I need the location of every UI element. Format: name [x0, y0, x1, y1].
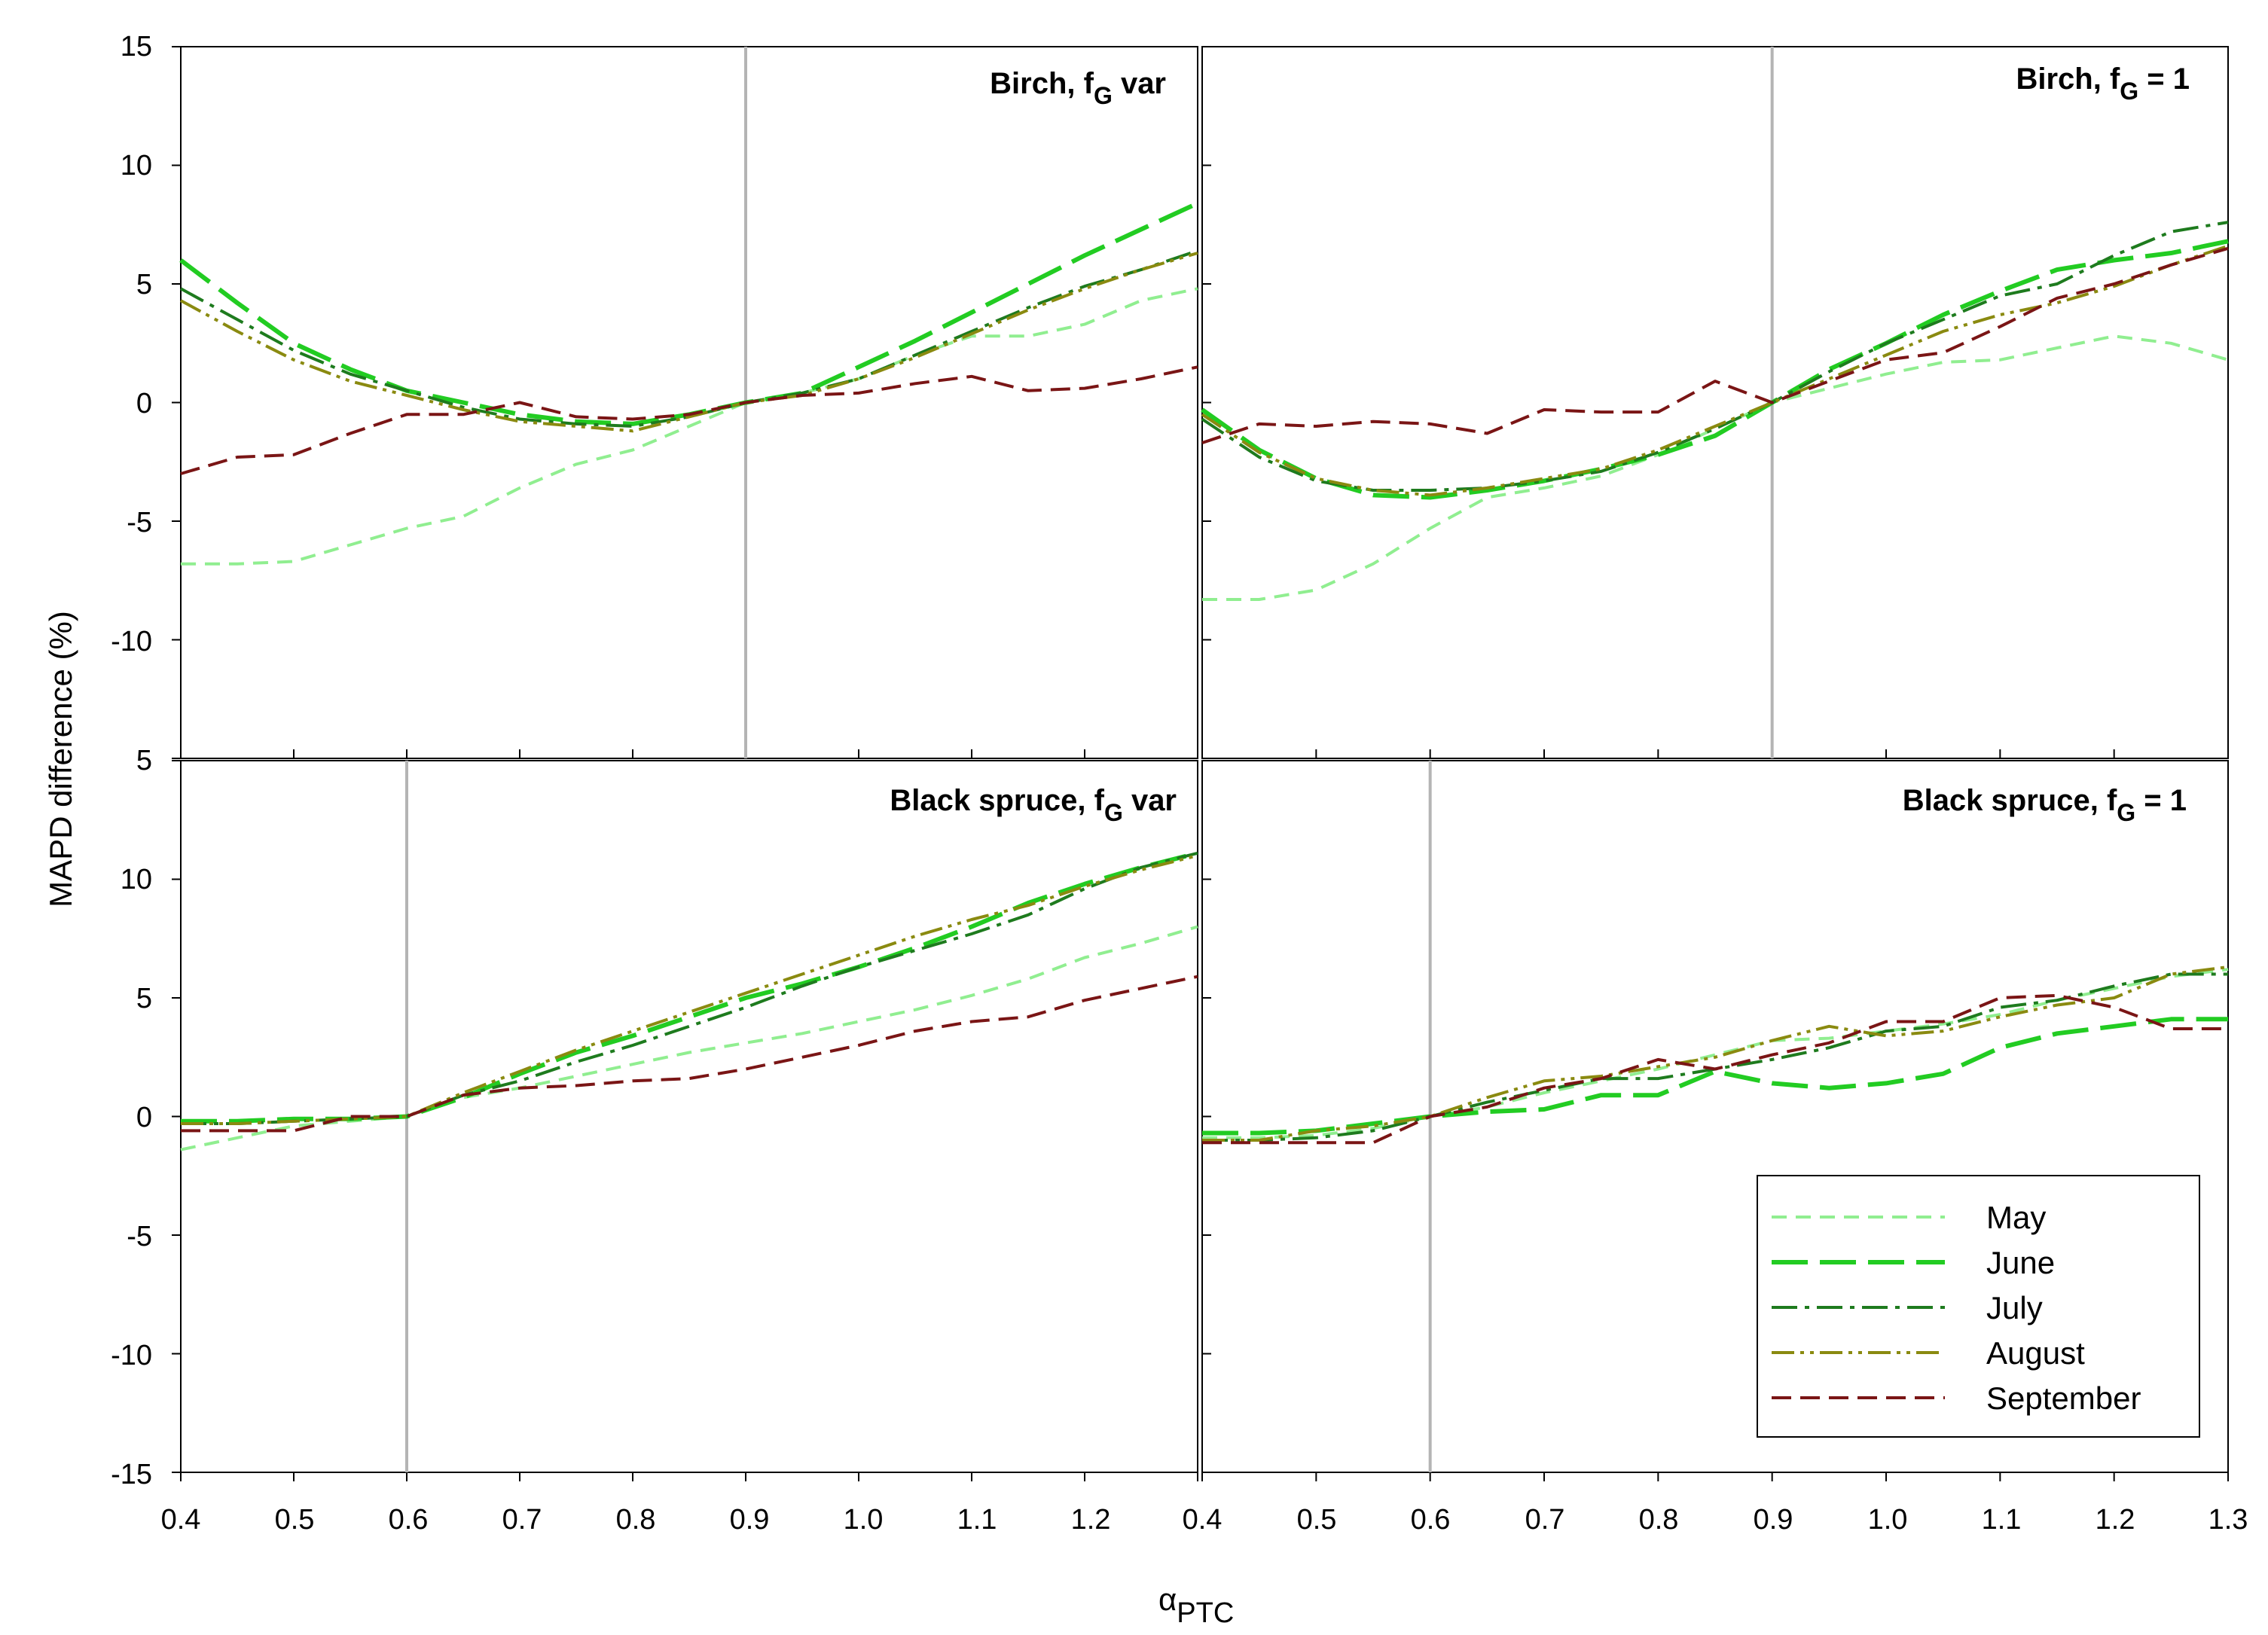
y-tick-label-bottom-5: 5 [136, 983, 152, 1014]
x-tick-label-right-0.5: 0.5 [1297, 1504, 1337, 1536]
x-tick-label-right-1.1: 1.1 [1982, 1504, 2022, 1536]
y-tick-label-top-10: 10 [121, 150, 152, 181]
legend-box [1757, 1175, 2200, 1438]
panel-title-birch-fg-1: Birch, fG = 1 [2016, 63, 2190, 105]
panel-3-series-september [181, 975, 1198, 1133]
legend-label-june: June [1986, 1245, 2055, 1280]
panel-title-black-spruce-fg-1: Black spruce, fG = 1 [1903, 784, 2187, 826]
x-axis-title-subscript: PTC [1177, 1597, 1234, 1629]
panel-2-series-september [1201, 246, 2229, 444]
y-tick-label-top-0: 0 [136, 388, 152, 419]
x-tick-label-right-0.8: 0.8 [1639, 1504, 1679, 1536]
panel-3-series-august [181, 854, 1198, 1125]
legend-label-august: August [1986, 1335, 2085, 1371]
y-axis-title: MAPD difference (%) [43, 611, 78, 907]
x-tick-label-left-0.9: 0.9 [730, 1504, 770, 1536]
panel-4-series-june [1202, 1017, 2228, 1136]
y-tick-label-top-minus5: -5 [127, 507, 152, 538]
legend-label-september: September [1986, 1380, 2141, 1416]
legend: May June July August September [1757, 1175, 2200, 1438]
x-tick-label-left-0.6: 0.6 [389, 1504, 429, 1536]
y-tick-label-bottom-10: 10 [121, 864, 152, 895]
panel-1-series-september [180, 365, 1198, 475]
x-tick-label-left-0.5: 0.5 [275, 1504, 315, 1536]
x-tick-label-left-1.2: 1.2 [1071, 1504, 1111, 1536]
panel-2-series-june [1201, 239, 2229, 500]
panel-4-series-september [1202, 993, 2228, 1145]
panel-title-birch-fg-var: Birch, fG var [990, 67, 1166, 109]
x-tick-label-left-0.4: 0.4 [161, 1504, 201, 1536]
panel-1-series-july [180, 249, 1198, 428]
panel-1-series-may [181, 287, 1198, 566]
x-tick-label-right-0.7: 0.7 [1525, 1504, 1565, 1536]
panel-black-spruce-fg-1 [1201, 760, 2229, 1481]
panel-1-series-august [180, 252, 1198, 433]
y-tick-label-bottom-0: 0 [136, 1102, 152, 1133]
legend-label-may: May [1986, 1200, 2046, 1235]
x-tick-label-right-1.3: 1.3 [2208, 1504, 2248, 1536]
panel-title-black-spruce-fg-var: Black spruce, fG var [890, 784, 1177, 826]
x-axis-title: αPTC [1158, 1582, 1234, 1629]
x-axis-title-alpha: α [1158, 1582, 1177, 1617]
panel-2-series-july [1201, 221, 2229, 492]
y-tick-label-bottom-minus15: -15 [111, 1459, 152, 1490]
panel-birch-fg-1 [1201, 46, 2229, 759]
x-tick-label-right-0.9: 0.9 [1754, 1504, 1793, 1536]
y-tick-label-top-5: 5 [136, 269, 152, 300]
panel-black-spruce-fg-var [172, 760, 1198, 1481]
panel-birch-fg-var [172, 46, 1199, 759]
x-tick-label-left-0.7: 0.7 [502, 1504, 542, 1536]
x-tick-label-right-1.2: 1.2 [2096, 1504, 2135, 1536]
legend-label-july: July [1986, 1290, 2043, 1325]
x-tick-label-left-0.8: 0.8 [616, 1504, 656, 1536]
x-tick-label-right-0.4: 0.4 [1183, 1504, 1223, 1536]
x-tick-label-left-1.0: 1.0 [844, 1504, 884, 1536]
panel-2-series-may [1202, 334, 2229, 601]
y-tick-label-bottom-minus5: -5 [127, 1221, 152, 1252]
x-tick-label-right-1.0: 1.0 [1868, 1504, 1908, 1536]
y-tick-label-top-minus10: -10 [111, 626, 152, 657]
panel-4-series-august [1202, 965, 2229, 1142]
x-tick-label-right-0.6: 0.6 [1411, 1504, 1451, 1536]
panel-3-series-july [181, 851, 1198, 1125]
panel-3-series-may [180, 925, 1198, 1152]
x-tick-label-left-1.1: 1.1 [957, 1504, 997, 1536]
y-tick-label-bottom-minus10: -10 [111, 1340, 152, 1371]
y-tick-label-top-15: 15 [121, 31, 152, 63]
y-tick-label-top-bottom-edge: 5 [136, 745, 152, 776]
panel-2-series-august [1201, 244, 2229, 497]
